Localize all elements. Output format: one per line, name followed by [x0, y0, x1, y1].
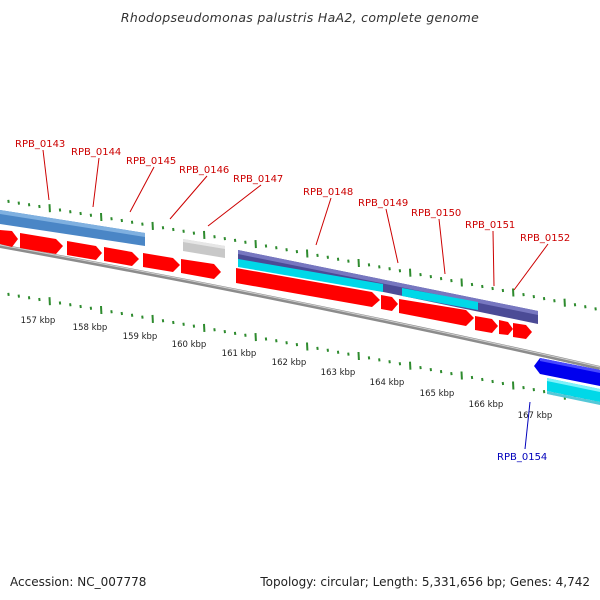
feature-cyan-b[interactable] [402, 288, 478, 310]
genome-backbone [0, 244, 600, 370]
cds-arrow[interactable] [236, 268, 380, 307]
gene-leader-line [438, 218, 446, 275]
genome-backbone-highlight [0, 244, 600, 368]
cds-arrow[interactable] [513, 323, 532, 339]
cds-arrow[interactable] [181, 259, 221, 279]
kbp-label: 166 kbp [469, 400, 504, 410]
gene-label[interactable]: RPB_0143 [15, 139, 65, 150]
inner-tick-row [7, 292, 597, 404]
gene-leader-line [315, 197, 332, 246]
gene-leader-line [513, 243, 549, 291]
forward-cds-track [0, 230, 532, 339]
kbp-label: 164 kbp [370, 378, 405, 388]
kbp-label-layer: 157 kbp 158 kbp 159 kbp 160 kbp 161 kbp 162 k… [21, 316, 553, 421]
kbp-label: 157 kbp [21, 316, 56, 326]
kbp-label: 165 kbp [420, 389, 455, 399]
gene-label[interactable]: RPB_0144 [71, 147, 121, 158]
cds-arrow[interactable] [381, 295, 398, 311]
reverse-cds-blue[interactable] [534, 358, 600, 386]
cds-arrow[interactable] [20, 233, 63, 254]
feature-cyan-reverse-highlight [547, 378, 600, 392]
feature-gray-highlight [183, 239, 225, 249]
gene-leader-line [524, 401, 531, 450]
genome-stats-label: Topology: circular; Length: 5,331,656 bp… [260, 575, 590, 589]
gene-label[interactable]: RPB_0147 [233, 174, 283, 185]
cds-arrow[interactable] [475, 316, 498, 333]
feature-cyan-a[interactable] [238, 259, 383, 292]
cds-arrow[interactable] [67, 241, 102, 260]
feature-cyan-reverse-edge [547, 391, 600, 405]
cds-arrow[interactable] [499, 320, 513, 335]
gene-label[interactable]: RPB_0154 [497, 452, 547, 463]
kbp-label: 161 kbp [222, 349, 257, 359]
cds-arrow[interactable] [143, 253, 180, 272]
gene-label[interactable]: RPB_0146 [179, 165, 229, 176]
gene-leader-line [492, 230, 495, 287]
reverse-gene-label-layer: RPB_0154 [497, 401, 547, 463]
gene-label[interactable]: RPB_0151 [465, 220, 515, 231]
gene-leader-line [129, 166, 155, 213]
kbp-label: 162 kbp [272, 358, 307, 368]
outer-tick-row [7, 199, 597, 311]
gene-label[interactable]: RPB_0152 [520, 233, 570, 244]
reverse-cds-blue-highlight [540, 358, 600, 373]
map-title: Rhodopseudomonas palustris HaA2, complet… [120, 10, 480, 25]
feature-purple-long-highlight [238, 250, 538, 315]
gene-leader-line [42, 149, 50, 201]
gene-label[interactable]: RPB_0149 [358, 198, 408, 209]
kbp-label: 167 kbp [518, 411, 553, 421]
cds-arrow[interactable] [399, 299, 474, 326]
gene-label[interactable]: RPB_0148 [303, 187, 353, 198]
gene-leader-line [169, 175, 208, 220]
kbp-label: 158 kbp [73, 323, 108, 333]
gene-leader-line [207, 184, 262, 227]
gene-leader-line [92, 157, 100, 208]
kbp-label: 160 kbp [172, 340, 207, 350]
cds-arrow[interactable] [0, 230, 18, 247]
feature-cyan-reverse[interactable] [547, 378, 600, 402]
gene-label[interactable]: RPB_0145 [126, 156, 176, 167]
gene-label[interactable]: RPB_0150 [411, 208, 461, 219]
gene-leader-line [385, 208, 399, 264]
kbp-label: 163 kbp [321, 368, 356, 378]
kbp-label: 159 kbp [123, 332, 158, 342]
feature-blue-left-highlight [0, 210, 145, 237]
cds-arrow[interactable] [104, 247, 139, 266]
accession-label: Accession: NC_007778 [10, 575, 147, 589]
